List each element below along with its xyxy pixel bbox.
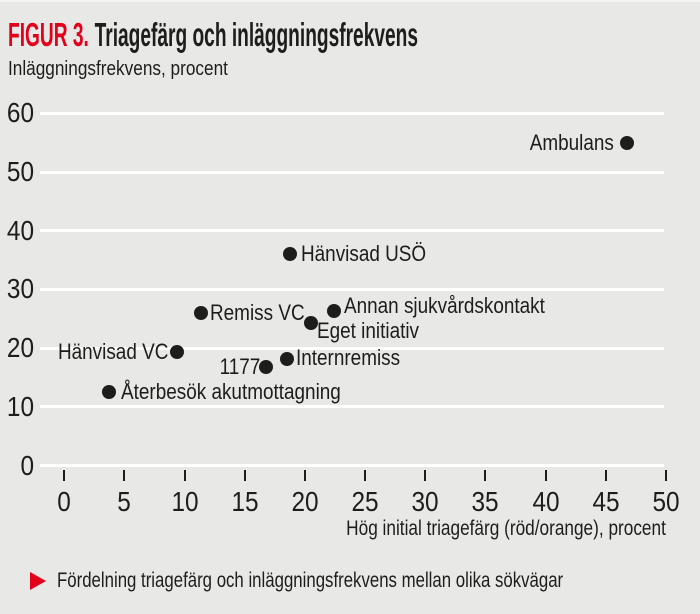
- data-point: [279, 352, 294, 367]
- caption-arrow-icon: [30, 572, 46, 590]
- data-point-label: Eget initiativ: [316, 318, 419, 344]
- gridline-y-50: [40, 170, 664, 174]
- data-point-label: 1177: [219, 353, 261, 379]
- y-tick-label-20: 20: [6, 332, 35, 364]
- data-point: [620, 135, 635, 150]
- figure-title-text: Triagefärg och inläggningsfrekvens: [94, 16, 418, 53]
- x-tick-label-50: 50: [652, 486, 680, 517]
- data-point-label: Återbesök akutmottagning: [120, 378, 341, 404]
- x-axis-title: Hög initial triagefärg (röd/orange), pro…: [346, 517, 666, 540]
- caption-text: Fördelning triagefärg och inläggningsfre…: [57, 569, 564, 592]
- x-tick-mark-40: [544, 470, 547, 481]
- gridline-y-60: [40, 111, 664, 115]
- data-point: [326, 304, 341, 319]
- gridline-y-10: [40, 405, 664, 409]
- x-tick-mark-5: [123, 470, 126, 481]
- x-tick-label-35: 35: [471, 486, 499, 517]
- figure-title: FIGUR 3. Triagefärg och inläggningsfrekve…: [8, 18, 418, 52]
- x-tick-label-20: 20: [291, 486, 319, 517]
- x-tick-mark-25: [364, 470, 367, 481]
- x-tick-mark-30: [424, 470, 427, 481]
- x-tick-mark-45: [604, 470, 607, 481]
- x-tick-label-25: 25: [351, 486, 379, 517]
- y-tick-label-40: 40: [6, 214, 35, 246]
- gridline-y-0: [40, 464, 664, 467]
- gridline-y-20: [40, 346, 664, 350]
- x-tick-label-5: 5: [117, 486, 132, 517]
- data-point-label: Annan sjukvårdskontakt: [343, 293, 545, 319]
- x-tick-mark-35: [484, 470, 487, 481]
- x-tick-mark-10: [183, 470, 186, 481]
- data-point: [194, 305, 209, 320]
- y-tick-label-30: 30: [6, 273, 35, 305]
- x-tick-label-30: 30: [411, 486, 439, 517]
- y-tick-label-10: 10: [6, 390, 35, 422]
- data-point-label: Hänvisad USÖ: [301, 241, 427, 267]
- x-tick-label-45: 45: [592, 486, 620, 517]
- x-tick-label-0: 0: [57, 486, 72, 517]
- data-point: [101, 384, 116, 399]
- data-point-label: Internremiss: [295, 345, 400, 371]
- data-point: [259, 359, 274, 374]
- data-point: [170, 344, 185, 359]
- y-tick-label-0: 0: [20, 449, 34, 481]
- x-tick-mark-15: [243, 470, 246, 481]
- x-tick-label-10: 10: [171, 486, 199, 517]
- x-tick-label-15: 15: [231, 486, 259, 517]
- figure-number-label: FIGUR 3.: [8, 16, 89, 53]
- x-tick-mark-20: [303, 470, 306, 481]
- gridline-y-40: [40, 229, 664, 233]
- data-point-label: Ambulans: [530, 129, 615, 155]
- x-tick-mark-0: [63, 470, 66, 481]
- y-tick-label-60: 60: [6, 97, 35, 129]
- data-point: [283, 247, 298, 262]
- data-point-label: Hänvisad VC: [57, 338, 169, 364]
- y-axis-title: Inläggningsfrekvens, procent: [8, 58, 228, 80]
- x-tick-label-40: 40: [531, 486, 560, 517]
- x-tick-mark-50: [664, 470, 667, 481]
- gridline-y-30: [40, 287, 664, 291]
- data-point: [303, 316, 318, 331]
- y-tick-label-50: 50: [6, 156, 35, 187]
- data-point-label: Remiss VC: [210, 299, 306, 325]
